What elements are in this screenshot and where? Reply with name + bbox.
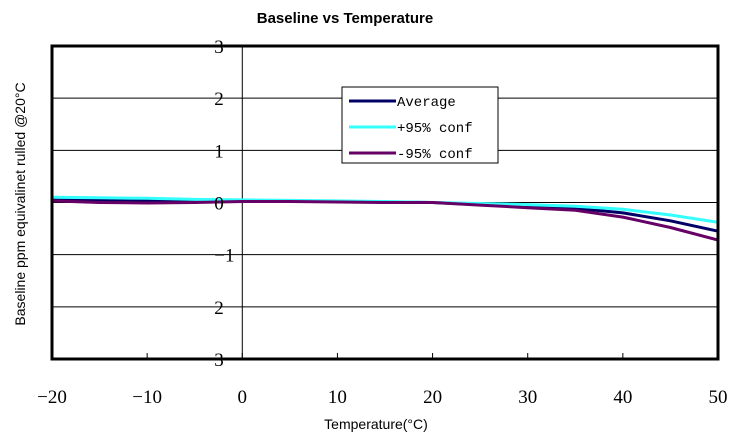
legend-label-3: -95% conf	[397, 147, 473, 163]
y-tick-label: 2	[214, 298, 224, 319]
x-tick-label: 40	[613, 387, 632, 408]
legend: Average +95% conf -95% conf	[341, 86, 499, 164]
x-tick-label: 10	[328, 387, 347, 408]
y-tick-labels: 3 2 1 0 −1 2 3	[214, 37, 234, 371]
x-tick-label: 0	[238, 387, 248, 408]
y-tick-label: 1	[214, 141, 224, 162]
x-tick-label: 20	[423, 387, 442, 408]
x-tick-label: 30	[518, 387, 537, 408]
legend-label-2: +95% conf	[397, 121, 473, 137]
y-axis-title: Baseline ppm equivalinet rulled @20°C	[12, 82, 28, 325]
x-axis-title: Temperature(°C)	[324, 416, 428, 432]
legend-label-1: Average	[397, 95, 456, 111]
y-tick-label: 2	[214, 89, 224, 110]
y-tick-label: 3	[214, 37, 224, 58]
x-tick-label: 50	[709, 387, 728, 408]
y-tick-label: 0	[214, 194, 224, 215]
plot-area-frame	[50, 44, 720, 361]
x-tick-label: −20	[37, 387, 67, 408]
x-tick-label: −10	[132, 387, 162, 408]
series-line-3	[51, 199, 719, 242]
y-tick-label: 3	[214, 350, 224, 371]
x-tick-labels: −20 −10 0 10 20 30 40 50	[37, 353, 728, 408]
chart-title: Baseline vs Temperature	[257, 10, 433, 27]
y-tick-label: −1	[214, 246, 234, 267]
series-lines	[51, 195, 719, 242]
